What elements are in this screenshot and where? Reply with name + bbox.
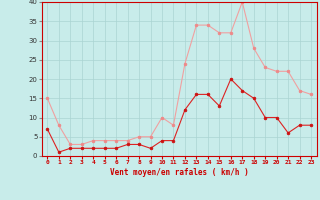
X-axis label: Vent moyen/en rafales ( km/h ): Vent moyen/en rafales ( km/h ) <box>110 168 249 177</box>
